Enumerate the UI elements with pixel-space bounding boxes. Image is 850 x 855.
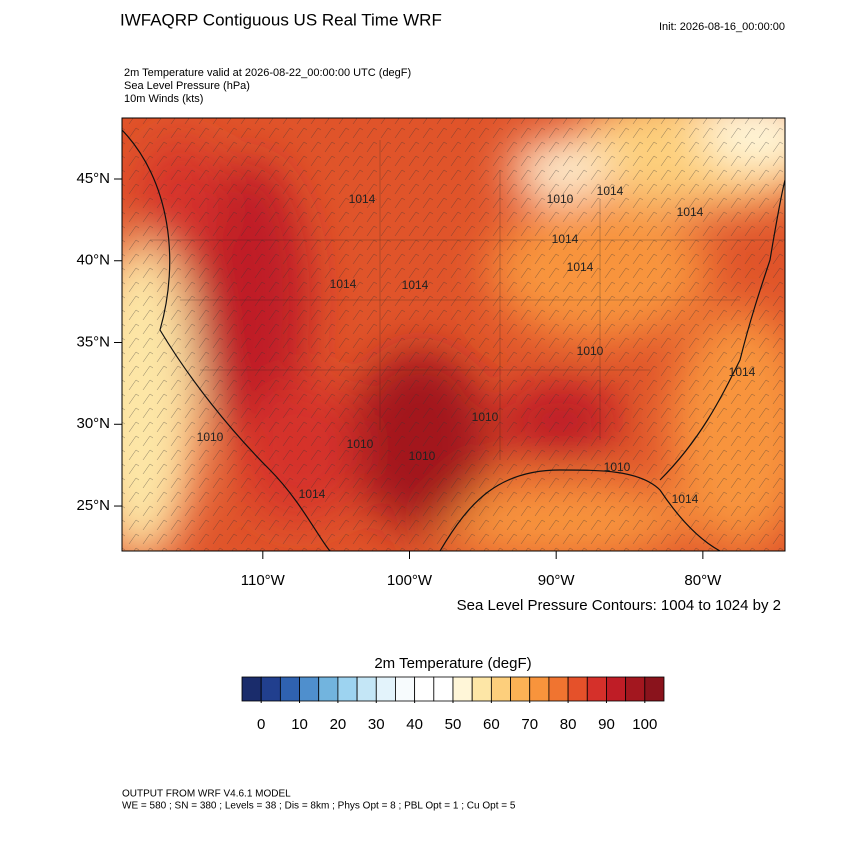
contour-note: Sea Level Pressure Contours: 1004 to 102… (457, 597, 781, 614)
colorbar-box (337, 676, 358, 702)
colorbar-box (625, 676, 646, 702)
state-borders (150, 140, 785, 460)
map-frame (121, 117, 786, 552)
contour-label: 1010 (604, 460, 631, 474)
colorbar-tick-label: 10 (291, 716, 308, 733)
colorbar-box (375, 676, 396, 702)
contour-label: 1014 (552, 232, 579, 246)
colorbar-box (395, 676, 416, 702)
contour-label: 1010 (472, 410, 499, 424)
contour-label: 1010 (197, 430, 224, 444)
contour-label: 1014 (672, 492, 699, 506)
colorbar-tick-label: 70 (521, 716, 538, 733)
colorbar-box (471, 676, 492, 702)
colorbar-tick-label: 30 (368, 716, 385, 733)
colorbar-box (356, 676, 377, 702)
colorbar-tick-label: 100 (632, 716, 657, 733)
contour-label: 1010 (547, 192, 574, 206)
colorbar-box (260, 676, 281, 702)
contour-label: 1010 (347, 437, 374, 451)
contour-label: 1014 (330, 277, 357, 291)
footer-line: OUTPUT FROM WRF V4.6.1 MODEL (122, 789, 291, 800)
colorbar-tick-label: 20 (330, 716, 347, 733)
contour-label: 1014 (299, 487, 326, 501)
colorbar-tick-label: 50 (445, 716, 462, 733)
contour-label: 1014 (729, 365, 756, 379)
colorbar-box (567, 676, 588, 702)
colorbar: 0 10 20 30 40 50 60 70 80 90 100 (241, 676, 665, 733)
coastline (122, 129, 785, 551)
x-tick-label: 100°W (387, 572, 433, 589)
contour-label: 1010 (409, 449, 436, 463)
colorbar-box (548, 676, 569, 702)
x-tick-label: 110°W (241, 572, 286, 589)
colorbar-box (433, 676, 454, 702)
colorbar-box (606, 676, 627, 702)
field-label: 10m Winds (kts) (124, 93, 203, 105)
y-tick-label: 30°N (76, 415, 110, 432)
colorbar-tick-label: 0 (257, 716, 265, 733)
colorbar-box (241, 676, 262, 702)
colorbar-box (299, 676, 320, 702)
contour-labels: 1014 1010 1014 1014 1014 1014 1014 1014 1010 1014… (197, 184, 756, 506)
colorbar-box (279, 676, 300, 702)
colorbar-tick-label: 60 (483, 716, 500, 733)
contour-label: 1014 (349, 192, 376, 206)
field-label: Sea Level Pressure (hPa) (124, 80, 250, 92)
wind-barbs (122, 118, 785, 551)
x-tick-label: 90°W (538, 572, 576, 589)
colorbar-tick-label: 40 (406, 716, 423, 733)
colorbar-box (644, 676, 665, 702)
colorbar-tick-label: 90 (598, 716, 615, 733)
colorbar-box (586, 676, 607, 702)
y-tick-label: 25°N (76, 497, 110, 514)
init-time: Init: 2026-08-16_00:00:00 (659, 21, 785, 33)
contour-label: 1014 (567, 260, 594, 274)
field-label: 2m Temperature valid at 2026-08-22_00:00… (124, 67, 411, 79)
contour-label: 1014 (402, 278, 429, 292)
x-tick-label: 80°W (684, 572, 722, 589)
colorbar-box (452, 676, 473, 702)
colorbar-box (529, 676, 550, 702)
colorbar-box (510, 676, 531, 702)
y-tick-label: 40°N (76, 252, 110, 269)
contour-label: 1010 (577, 344, 604, 358)
colorbar-title: 2m Temperature (degF) (374, 655, 531, 672)
colorbar-box (414, 676, 435, 702)
colorbar-tick-label: 80 (560, 716, 577, 733)
y-tick-label: 35°N (76, 333, 110, 350)
contour-label: 1014 (677, 205, 704, 219)
colorbar-box (490, 676, 511, 702)
contour-label: 1014 (597, 184, 624, 198)
title: IWFAQRP Contiguous US Real Time WRF (120, 10, 442, 29)
colorbar-box (318, 676, 339, 702)
y-tick-label: 45°N (76, 170, 110, 187)
footer-line: WE = 580 ; SN = 380 ; Levels = 38 ; Dis … (122, 801, 516, 812)
map-field: 1014 1010 1014 1014 1014 1014 1014 1014 1010 1014… (122, 118, 785, 551)
